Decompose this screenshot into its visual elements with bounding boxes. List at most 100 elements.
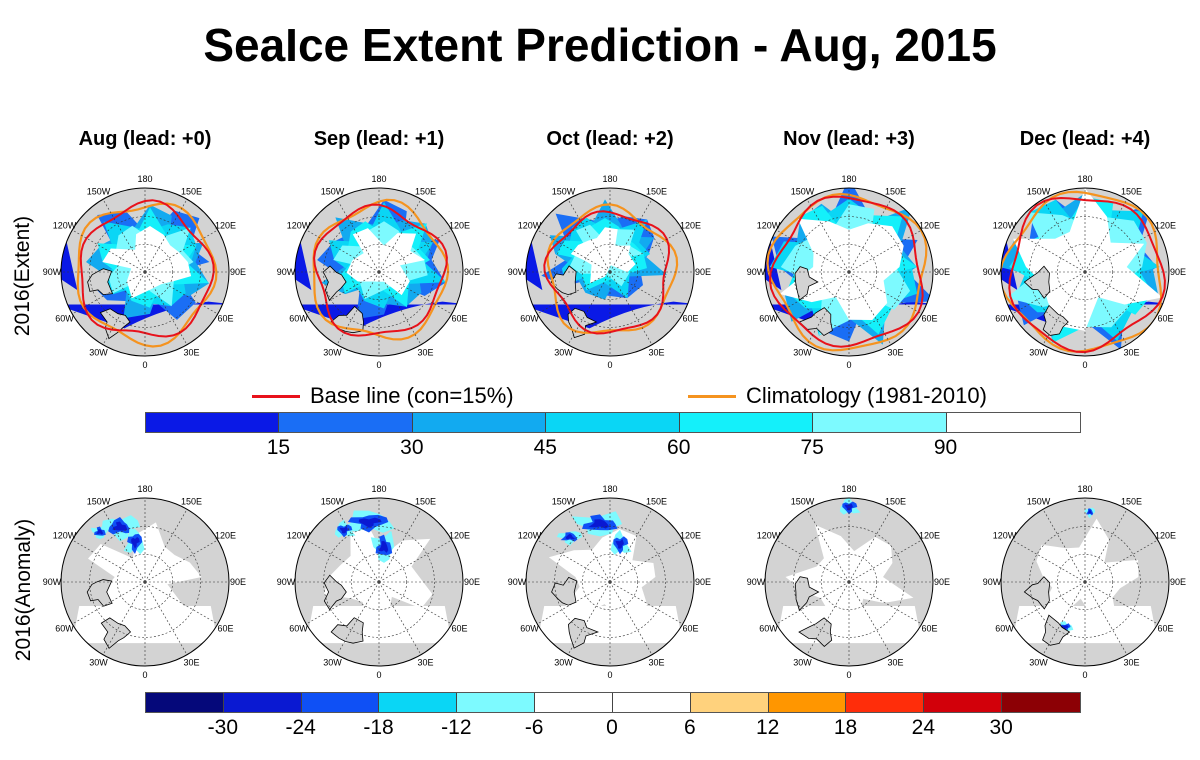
- longitude-label: 60E: [217, 624, 233, 634]
- extent-map-aug: 180 150E 120E 90E 60E 30E 0 30W 60W 90W 120W 150W: [43, 174, 246, 370]
- ice-concentration-band: [102, 226, 192, 299]
- longitude-gridline: [609, 539, 683, 583]
- longitude-label: 120E: [680, 531, 701, 541]
- colorbar-cell: [412, 413, 547, 432]
- anomaly-map-sep-panel: 180 150E 120E 90E 60E 30E 0 30W 60W 90W 120W 150W: [274, 482, 484, 683]
- longitude-label: 120W: [993, 531, 1017, 541]
- longitude-label: 0: [1082, 670, 1087, 678]
- longitude-label: 90E: [1170, 577, 1186, 587]
- longitude-label: 60W: [759, 314, 778, 324]
- longitude-label: 150W: [552, 497, 576, 507]
- longitude-label: 30E: [648, 658, 664, 668]
- open-ocean-region: [526, 224, 543, 291]
- longitude-label: 150E: [181, 497, 202, 507]
- longitude-label: 90W: [747, 577, 766, 587]
- row-label-extent: 2016(Extent): [11, 215, 34, 337]
- colorbar-tick-label: -12: [441, 716, 472, 739]
- longitude-label: 0: [376, 670, 381, 678]
- colorbar-cell: [146, 693, 224, 712]
- longitude-label: 150W: [1027, 187, 1051, 197]
- latitude-gridline: [581, 243, 639, 301]
- extent-map-nov: 180 150E 120E 90E 60E 30E 0 30W 60W 90W 120W 150W: [747, 174, 950, 370]
- anomaly-patch: [339, 526, 348, 534]
- longitude-gridline: [776, 539, 850, 583]
- colorbar-cell: [679, 413, 814, 432]
- canadian-archipelago: [86, 579, 113, 607]
- anomaly-patch: [1088, 509, 1093, 514]
- longitude-label: 150E: [885, 497, 906, 507]
- longitude-label: 120W: [518, 221, 542, 231]
- extent-map-aug-panel: 180 150E 120E 90E 60E 30E 0 30W 60W 90W 120W 150W: [40, 172, 250, 373]
- baseline-swatch: [252, 394, 300, 398]
- open-ocean-region: [526, 301, 694, 329]
- longitude-label: 60W: [995, 314, 1014, 324]
- longitude-label: 120W: [518, 531, 542, 541]
- map-border: [764, 187, 934, 357]
- longitude-label: 60W: [289, 314, 308, 324]
- longitude-label: 120E: [1155, 531, 1176, 541]
- longitude-label: 150W: [87, 497, 111, 507]
- latitude-gridline: [820, 553, 878, 611]
- canadian-archipelago: [323, 574, 347, 611]
- longitude-gridline: [144, 229, 218, 273]
- extent-map-sep-panel: 180 150E 120E 90E 60E 30E 0 30W 60W 90W 120W 150W: [274, 172, 484, 373]
- longitude-label: 30E: [417, 658, 433, 668]
- anomaly-patch: [1061, 625, 1069, 630]
- colorbar-tick-label: 24: [911, 716, 936, 739]
- column-header-sep: Sep (lead: +1): [313, 128, 445, 150]
- longitude-label: 150E: [1121, 187, 1142, 197]
- latitude-gridline: [323, 526, 435, 638]
- longitude-label: 180: [602, 174, 617, 184]
- latitude-gridline: [116, 553, 174, 611]
- ocean-area: [785, 524, 914, 626]
- colorbar-cell: [813, 413, 947, 432]
- longitude-gridline: [1042, 509, 1086, 583]
- longitude-label: 90W: [43, 577, 62, 587]
- longitude-label: 30W: [89, 658, 108, 668]
- longitude-label: 90E: [934, 577, 950, 587]
- colorbar-cell: [535, 693, 613, 712]
- longitude-label: 30E: [417, 348, 433, 358]
- colorbar-tick-label: 0: [606, 716, 618, 739]
- longitude-label: 30E: [1123, 658, 1139, 668]
- longitude-label: 120E: [680, 221, 701, 231]
- open-ocean-region: [61, 224, 78, 291]
- longitude-gridline: [537, 581, 611, 625]
- climatology-swatch: [688, 394, 736, 398]
- extent-map-oct-panel: 180 150E 120E 90E 60E 30E 0 30W 60W 90W 120W 150W: [505, 172, 715, 373]
- anomaly-patch: [565, 533, 576, 540]
- longitude-label: 120W: [757, 221, 781, 231]
- longitude-label: 60W: [995, 624, 1014, 634]
- longitude-label: 150W: [87, 187, 111, 197]
- latitude-gridline: [820, 243, 878, 301]
- longitude-gridline: [609, 581, 683, 625]
- colorbar-tick-label: 6: [683, 716, 696, 739]
- longitude-label: 120E: [1155, 221, 1176, 231]
- map-border: [294, 497, 464, 667]
- legend-climatology: Climatology (1981-2010): [688, 383, 987, 409]
- longitude-label: 180: [1077, 484, 1092, 494]
- longitude-gridline: [144, 509, 188, 583]
- longitude-label: 120E: [449, 531, 470, 541]
- longitude-label: 120W: [53, 221, 77, 231]
- longitude-label: 90E: [464, 267, 480, 277]
- longitude-label: 150E: [181, 187, 202, 197]
- map-border: [525, 497, 695, 667]
- longitude-gridline: [72, 581, 146, 625]
- longitude-gridline: [609, 509, 653, 583]
- greenland: [567, 617, 599, 649]
- longitude-label: 180: [137, 484, 152, 494]
- colorbar-cell: [546, 413, 680, 432]
- legend-baseline: Base line (con=15%): [252, 383, 514, 409]
- longitude-label: 30E: [887, 348, 903, 358]
- longitude-label: 120E: [215, 531, 236, 541]
- longitude-label: 120E: [919, 531, 940, 541]
- colorbar-cell: [690, 693, 769, 712]
- longitude-label: 180: [841, 174, 856, 184]
- longitude-label: 60E: [451, 314, 467, 324]
- greenland: [1042, 304, 1069, 336]
- colorbar-cell: [301, 693, 380, 712]
- latitude-gridline: [1029, 526, 1141, 638]
- longitude-label: 30W: [554, 348, 573, 358]
- longitude-label: 90E: [230, 267, 246, 277]
